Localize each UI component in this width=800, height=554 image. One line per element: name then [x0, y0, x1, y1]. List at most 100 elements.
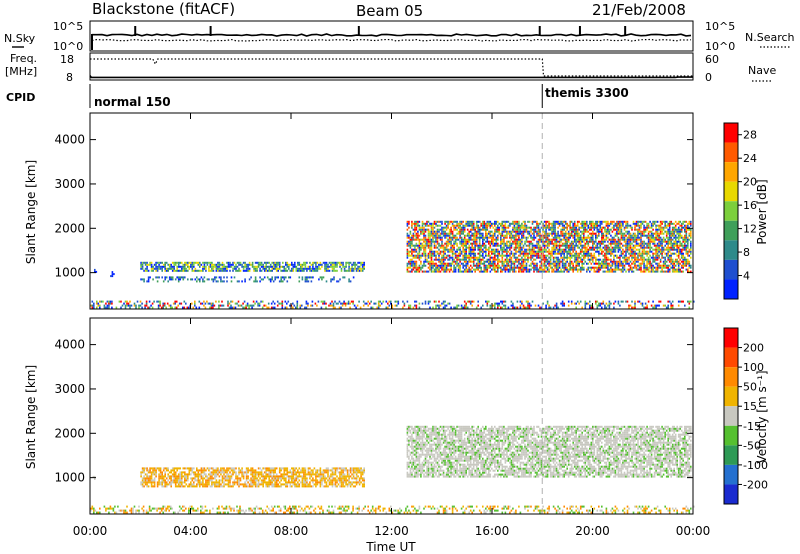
echo-cell	[96, 306, 98, 309]
echo-cell	[217, 263, 219, 266]
echo-cell	[202, 280, 204, 283]
echo-cell	[253, 265, 255, 268]
echo-cell	[537, 246, 540, 249]
echo-cell	[628, 244, 630, 247]
echo-cell	[501, 226, 504, 229]
echo-cell	[598, 242, 600, 245]
echo-cell	[661, 248, 663, 251]
echo-cell	[659, 220, 662, 223]
echo-cell	[480, 232, 482, 235]
echo-cell	[619, 230, 621, 233]
echo-cell	[561, 258, 564, 261]
echo-cell	[684, 246, 686, 249]
echo-cell	[336, 269, 338, 272]
echo-cell	[548, 242, 550, 245]
echo-cell	[610, 266, 612, 269]
echo-cell	[442, 302, 445, 305]
echo-cell	[351, 267, 353, 270]
echo-cell	[472, 246, 475, 249]
echo-cell	[667, 268, 669, 271]
echo-cell	[333, 278, 335, 281]
echo-cell	[521, 238, 523, 241]
echo-cell	[665, 252, 668, 255]
echo-cell	[680, 224, 683, 227]
echo-cell	[250, 263, 252, 266]
echo-cell	[586, 250, 588, 253]
echo-cell	[451, 222, 454, 225]
echo-cell	[415, 236, 418, 239]
echo-cell	[453, 252, 455, 255]
echo-cell	[503, 266, 505, 269]
echo-cell	[478, 270, 481, 273]
echo-cell	[498, 302, 501, 305]
echo-cell	[631, 268, 633, 271]
echo-cell	[573, 244, 576, 247]
echo-cell	[543, 224, 546, 227]
echo-cell	[139, 300, 142, 303]
echo-cell	[300, 265, 302, 268]
echo-cell	[581, 268, 583, 271]
echo-cell	[560, 270, 562, 273]
echo-cell	[653, 248, 656, 251]
echo-cell	[552, 252, 555, 255]
echo-cell	[457, 246, 460, 249]
echo-cell	[551, 226, 553, 229]
echo-cell	[495, 226, 498, 229]
echo-cell	[478, 264, 481, 267]
echo-cell	[576, 232, 579, 235]
echo-cell	[215, 263, 218, 266]
echo-cell	[412, 232, 415, 235]
echo-cell	[265, 267, 267, 270]
echo-cell	[503, 230, 505, 233]
echo-cell	[506, 236, 508, 239]
echo-cell	[564, 240, 567, 243]
echo-cell	[485, 268, 487, 271]
echo-cell	[527, 252, 529, 255]
echo-cell	[688, 260, 691, 263]
echo-cell	[447, 244, 449, 247]
echo-cell	[471, 222, 473, 225]
echo-cell	[604, 228, 606, 231]
echo-cell	[245, 263, 248, 266]
echo-cell	[152, 467, 154, 470]
echo-cell	[563, 262, 565, 265]
echo-cell	[488, 224, 490, 227]
echo-cell	[309, 265, 311, 268]
echo-cell	[665, 242, 668, 245]
echo-cell	[653, 244, 656, 247]
echo-cell	[605, 230, 608, 233]
echo-cell	[652, 238, 654, 241]
echo-cell	[334, 265, 337, 268]
echo-cell	[531, 262, 534, 265]
echo-cell	[587, 302, 590, 305]
echo-cell	[635, 220, 638, 223]
echo-cell	[671, 242, 674, 245]
echo-cell	[205, 265, 207, 268]
echo-cell	[143, 469, 145, 472]
echo-cell	[96, 300, 98, 303]
echo-cell	[655, 258, 657, 261]
echo-cell	[507, 254, 510, 257]
echo-cell	[436, 234, 439, 237]
echo-cell	[193, 265, 195, 268]
echo-cell	[561, 242, 564, 245]
echo-cell	[644, 266, 647, 269]
echo-cell	[525, 226, 528, 229]
echo-cell	[638, 236, 641, 239]
echo-cell	[584, 236, 587, 239]
echo-cell	[247, 265, 249, 268]
echo-cell	[184, 276, 186, 279]
echo-cell	[563, 266, 565, 269]
echo-cell	[653, 258, 656, 261]
echo-cell	[463, 254, 466, 257]
echo-cell	[429, 262, 431, 265]
echo-cell	[531, 228, 534, 231]
freq-panel: Freq. [MHz] 18 8 60 0 Nave	[5, 52, 776, 84]
echo-cell	[426, 240, 428, 243]
echo-cell	[584, 230, 587, 233]
echo-cell	[297, 261, 299, 264]
echo-cell	[589, 240, 591, 243]
echo-cell	[564, 222, 567, 225]
echo-cell	[174, 261, 177, 264]
echo-cell	[656, 250, 659, 253]
